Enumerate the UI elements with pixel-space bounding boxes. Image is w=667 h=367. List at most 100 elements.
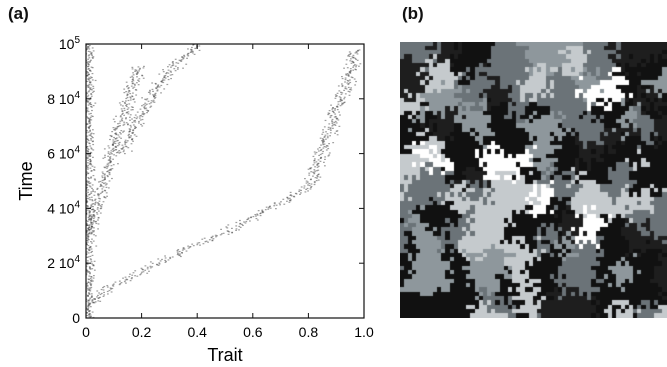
trait-point (86, 212, 88, 214)
trait-point (141, 268, 144, 270)
trait-point (91, 129, 94, 131)
trait-point (265, 206, 268, 208)
trait-point (102, 186, 105, 188)
trait-point (88, 73, 91, 76)
trait-point (87, 235, 90, 237)
trait-point (86, 100, 88, 102)
trait-point (163, 88, 166, 90)
trait-point (149, 106, 152, 108)
trait-point (169, 70, 172, 72)
trait-point (309, 168, 312, 170)
trait-point (87, 61, 90, 63)
trait-point (87, 294, 89, 296)
trait-point (89, 211, 91, 213)
trait-point (257, 210, 260, 212)
trait-point (91, 56, 94, 58)
trait-point (86, 234, 88, 236)
trait-point (86, 247, 88, 250)
trait-point (113, 136, 115, 139)
trait-point (86, 263, 89, 265)
trait-point (87, 55, 90, 57)
trait-point (133, 83, 136, 85)
trait-point (91, 296, 93, 298)
trait-point (179, 60, 182, 62)
trait-point (86, 141, 89, 143)
trait-point (115, 146, 118, 149)
trait-point (147, 110, 150, 112)
trait-point (132, 92, 134, 94)
trait-point (119, 104, 122, 106)
trait-point (110, 168, 112, 170)
trait-point (104, 176, 106, 178)
trait-point (107, 155, 110, 157)
trait-point (139, 274, 142, 276)
trait-point (131, 121, 134, 124)
trait-point (86, 287, 89, 290)
trait-point (149, 93, 152, 95)
trait-point (87, 228, 90, 230)
trait-point (88, 127, 90, 129)
trait-point (333, 121, 336, 124)
trait-point (114, 137, 117, 140)
trait-point (88, 315, 91, 317)
trait-point (111, 168, 114, 170)
trait-point (138, 115, 141, 117)
trait-point (346, 82, 349, 84)
trait-point (109, 287, 112, 289)
trait-point (278, 202, 281, 204)
trait-point (323, 145, 326, 148)
trait-point (347, 75, 350, 77)
trait-point (261, 211, 264, 213)
trait-point (90, 147, 93, 149)
trait-point (86, 282, 89, 285)
trait-point (88, 54, 91, 56)
trait-point (355, 64, 358, 66)
trait-point (90, 259, 93, 261)
trait-point (86, 224, 89, 226)
trait-point (143, 113, 146, 115)
trait-point (86, 62, 88, 64)
trait-point (317, 179, 320, 181)
trait-point (94, 221, 97, 223)
trait-point (89, 302, 92, 304)
trait-point (82, 304, 84, 305)
trait-point (97, 300, 100, 302)
trait-point (93, 178, 96, 180)
trait-point (332, 107, 334, 109)
trait-point (86, 220, 89, 223)
trait-point (115, 137, 118, 139)
trait-point (294, 192, 297, 195)
trait-point (102, 289, 105, 291)
trait-point (93, 216, 96, 218)
x-tick-label: 1.0 (354, 324, 374, 340)
trait-point (128, 90, 131, 92)
trait-point (351, 56, 354, 58)
trait-point (125, 112, 128, 114)
trait-point (89, 135, 92, 137)
trait-point (119, 282, 122, 285)
trait-point (288, 197, 291, 199)
trait-point (350, 76, 353, 78)
trait-point (90, 251, 93, 254)
trait-point (89, 255, 92, 257)
trait-point (322, 131, 325, 133)
trait-point (327, 128, 330, 130)
trait-point (158, 86, 161, 88)
trait-point (118, 283, 121, 286)
trait-point (90, 52, 93, 54)
trait-point (140, 271, 143, 273)
trait-point (117, 151, 119, 153)
trait-point (110, 135, 113, 138)
trait-point (88, 90, 91, 92)
trait-point (185, 63, 188, 65)
trait-point (92, 298, 95, 300)
trait-point (123, 114, 126, 116)
trait-point (86, 205, 89, 207)
trait-point (86, 274, 88, 276)
trait-point (196, 244, 199, 246)
trait-point (148, 103, 151, 105)
trait-point (126, 86, 128, 88)
trait-point (161, 79, 164, 82)
trait-point (93, 269, 96, 271)
trait-point (335, 106, 338, 108)
